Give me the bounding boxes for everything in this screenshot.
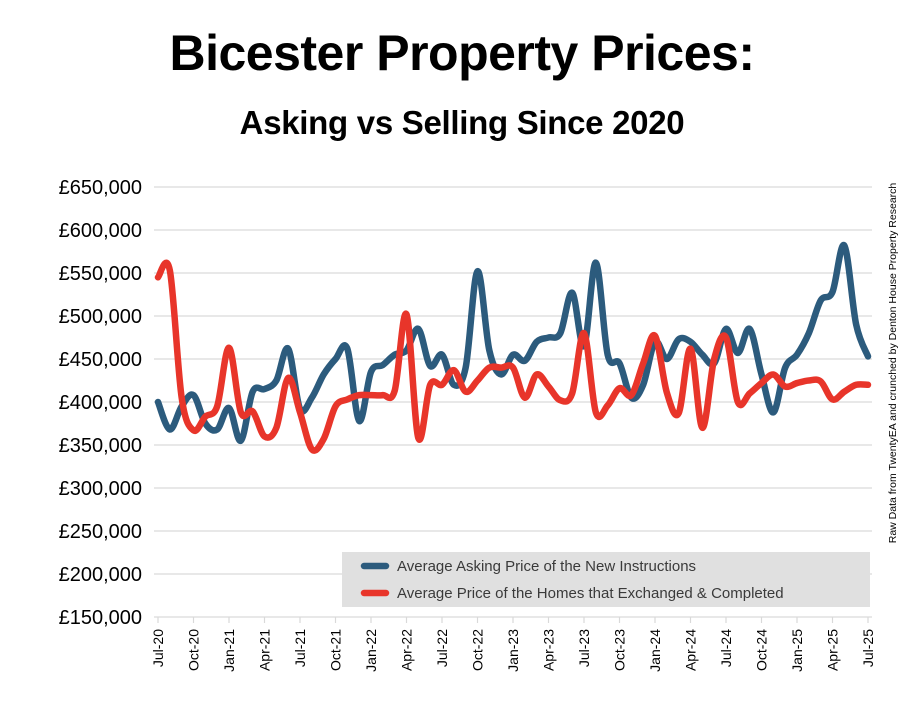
x-tick-label: Oct-21 — [328, 629, 344, 671]
x-tick-label: Jul-22 — [434, 629, 450, 667]
y-tick-label: £550,000 — [59, 263, 142, 285]
x-tick-label: Jan-25 — [789, 629, 805, 672]
y-tick-label: £250,000 — [59, 521, 142, 543]
x-tick-label: Apr-23 — [541, 629, 557, 671]
x-tick-label: Oct-20 — [186, 629, 202, 671]
y-tick-label: £400,000 — [59, 392, 142, 414]
x-tick-label: Oct-22 — [470, 629, 486, 671]
asking-price-line — [154, 242, 872, 444]
x-tick-label: Jan-23 — [505, 629, 521, 672]
y-tick-label: £650,000 — [59, 177, 142, 199]
y-axis-ticks: £150,000 £200,000 £250,000 £300,000 £350,000… — [59, 177, 142, 629]
x-tick-label: Apr-22 — [399, 629, 415, 671]
x-tick-label: Jul-25 — [860, 629, 876, 667]
legend-box — [342, 552, 870, 607]
chart-subtitle: Asking vs Selling Since 2020 — [239, 104, 685, 141]
x-tick-label: Oct-23 — [612, 629, 628, 671]
sold-price-line — [154, 259, 872, 454]
x-tick-label: Jul-24 — [718, 629, 734, 667]
x-tick-label: Jan-24 — [647, 629, 663, 672]
x-axis: Jul-20 Oct-20 Jan-21 Apr-21 Jul-21 Oct-21 Jan-… — [150, 616, 876, 672]
x-tick-label: Jul-21 — [292, 629, 308, 667]
legend-items: Average Asking Price of the New Instruct… — [360, 558, 784, 602]
x-tick-label: Apr-21 — [257, 629, 273, 671]
y-tick-label: £300,000 — [59, 478, 142, 500]
y-tick-label: £200,000 — [59, 564, 142, 586]
y-tick-label: £350,000 — [59, 435, 142, 457]
x-tick-label: Oct-24 — [754, 629, 770, 671]
series-lines — [154, 242, 872, 454]
x-tick-label: Apr-24 — [683, 629, 699, 671]
x-tick-label: Jan-21 — [221, 629, 237, 672]
y-tick-label: £500,000 — [59, 306, 142, 328]
y-tick-label: £600,000 — [59, 220, 142, 242]
y-tick-label: £150,000 — [59, 607, 142, 629]
y-tick-label: £450,000 — [59, 349, 142, 371]
x-tick-label: Jul-23 — [576, 629, 592, 667]
legend-label: Average Price of the Homes that Exchange… — [397, 585, 784, 602]
legend-label: Average Asking Price of the New Instruct… — [397, 558, 696, 575]
gridlines — [154, 186, 872, 575]
x-tick-label: Jul-20 — [150, 629, 166, 667]
chart-title: Bicester Property Prices: — [169, 25, 755, 81]
x-tick-label: Jan-22 — [363, 629, 379, 672]
x-tick-label: Apr-25 — [825, 629, 841, 671]
legend — [342, 552, 870, 607]
